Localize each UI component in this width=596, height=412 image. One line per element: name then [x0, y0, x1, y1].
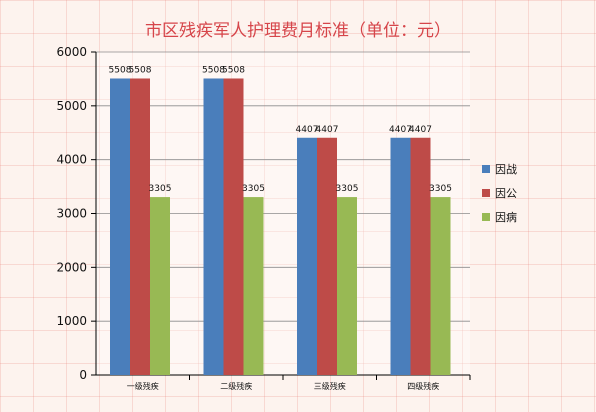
legend-label: 因病	[495, 210, 517, 224]
bar-因战	[297, 137, 317, 375]
x-tick-label: 三级残疾	[314, 381, 346, 391]
data-label: 4407	[389, 125, 412, 135]
legend-swatch	[482, 189, 490, 197]
data-label: 4407	[409, 125, 432, 135]
y-tick-label: 6000	[56, 45, 87, 59]
axes: 0 1000 2000 3000 4000 5000 6000 一级残疾 二级残疾 三级残疾 四级残…	[56, 45, 471, 391]
bar-因公	[410, 137, 431, 375]
bar-因病	[430, 197, 451, 375]
data-label: 4407	[296, 125, 319, 135]
y-tick-label: 1000	[56, 314, 87, 328]
bar-因公	[223, 78, 244, 376]
chart-title: 市区残疾军人护理费月标准（单位：元）	[145, 21, 451, 41]
legend-swatch	[482, 213, 490, 221]
legend-label: 因公	[495, 187, 517, 200]
bar-因公	[130, 78, 150, 376]
x-tick-label: 二级残疾	[220, 381, 252, 391]
x-tick-label: 一级残疾	[127, 381, 159, 391]
data-label: 5508	[202, 65, 225, 75]
y-tick-label: 3000	[56, 207, 87, 221]
data-label: 5508	[129, 65, 152, 75]
y-tick-label: 2000	[56, 260, 87, 274]
y-tick-label: 0	[79, 368, 87, 382]
bars	[110, 78, 451, 376]
data-label: 5508	[222, 65, 245, 75]
bar-因战	[203, 78, 224, 376]
data-label: 4407	[316, 125, 339, 135]
bar-因病	[337, 197, 357, 375]
data-label: 3305	[336, 184, 359, 194]
legend-swatch	[482, 165, 490, 173]
bar-因战	[110, 78, 130, 376]
bar-因战	[390, 137, 411, 375]
x-tick-label: 四级残疾	[407, 381, 439, 391]
data-label: 3305	[429, 184, 452, 194]
y-tick-label: 5000	[56, 99, 87, 113]
data-label: 3305	[149, 184, 172, 194]
bar-因病	[243, 197, 264, 375]
data-label: 5508	[109, 65, 132, 75]
legend-label: 因战	[495, 163, 517, 176]
data-labels: 5508550833055508550833054407440733054407…	[109, 65, 452, 194]
bar-因病	[150, 197, 170, 375]
y-tick-label: 4000	[56, 153, 87, 167]
data-label: 3305	[242, 184, 265, 194]
bar-因公	[317, 137, 337, 375]
